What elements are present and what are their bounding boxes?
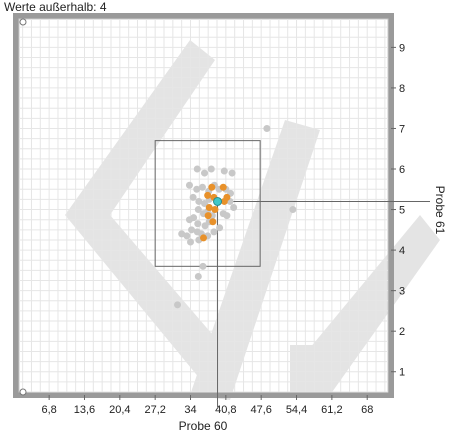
data-point-highlighted xyxy=(209,218,217,226)
data-point-background xyxy=(194,220,202,228)
data-points xyxy=(174,124,297,309)
data-point-highlighted xyxy=(211,206,219,214)
y-tick-label: 3 xyxy=(399,286,405,298)
outside-values-label: Werte außerhalb: 4 xyxy=(4,0,107,14)
x-tick-label: 34 xyxy=(184,404,196,416)
data-point-background xyxy=(198,183,206,191)
x-tick-label: 68 xyxy=(361,404,373,416)
x-tick-label: 47,6 xyxy=(250,404,271,416)
data-point-highlighted xyxy=(204,212,212,220)
y-tick-label: 8 xyxy=(399,83,405,95)
y-axis-title: Probe 61 xyxy=(433,186,447,235)
x-tick-label: 61,2 xyxy=(321,404,342,416)
data-point-background xyxy=(201,199,209,207)
data-point-background xyxy=(194,272,202,280)
data-point-background xyxy=(230,204,238,212)
data-point-background xyxy=(187,238,195,246)
selection-layer xyxy=(154,140,430,407)
corner-handle-top-left xyxy=(19,18,27,26)
plot-outer-frame xyxy=(13,13,394,398)
data-point-background xyxy=(188,226,196,234)
data-point-highlighted xyxy=(220,197,228,205)
data-point-background xyxy=(289,206,297,214)
data-point-background xyxy=(183,232,191,240)
x-tick-label: 27,2 xyxy=(144,404,165,416)
selection-box xyxy=(154,140,261,267)
data-point-background xyxy=(263,124,271,132)
data-point-background xyxy=(194,206,202,214)
watermark-bar-lower-left xyxy=(65,215,230,385)
y-axis-ticks: 1 2 3 4 5 6 7 8 9 xyxy=(391,42,405,379)
x-axis-ticks: 6,8 13,6 20,4 27,2 34 40,8 47,6 54,4 61,2 68 xyxy=(41,395,373,416)
data-point-highlighted xyxy=(205,204,213,212)
x-tick-label: 6,8 xyxy=(41,404,56,416)
data-point-background xyxy=(210,228,218,236)
y-tick-label: 6 xyxy=(399,164,405,176)
corner-handle-bottom-left xyxy=(19,388,27,396)
data-point-background xyxy=(201,169,209,177)
data-point-highlighted xyxy=(219,183,227,191)
data-point-background xyxy=(228,169,236,177)
y-tick-label: 5 xyxy=(399,205,405,217)
data-point-background xyxy=(199,262,207,270)
data-point-background xyxy=(185,181,193,189)
watermark-bar-far-right xyxy=(300,215,440,395)
corner-handles xyxy=(19,18,27,396)
y-tick-label: 4 xyxy=(399,245,405,257)
data-point-background xyxy=(223,212,231,220)
x-tick-label: 13,6 xyxy=(74,404,95,416)
y-tick-label: 9 xyxy=(399,42,405,54)
y-tick-label: 2 xyxy=(399,326,405,338)
x-tick-label: 54,4 xyxy=(286,404,307,416)
data-point-background xyxy=(193,185,201,193)
data-point-highlighted xyxy=(208,183,216,191)
data-point-highlighted xyxy=(200,234,207,242)
grid-lines xyxy=(19,19,388,393)
data-point-selected xyxy=(213,196,223,206)
data-point-background xyxy=(193,165,201,173)
x-axis-title: Probe 60 xyxy=(179,419,228,433)
data-point-background xyxy=(189,193,197,201)
y-tick-label: 1 xyxy=(399,367,405,379)
data-point-background xyxy=(220,167,228,175)
y-tick-label: 7 xyxy=(399,123,405,135)
data-point-background xyxy=(195,197,203,205)
data-point-highlighted xyxy=(204,191,212,199)
watermark-bar-base xyxy=(290,345,330,395)
x-tick-label: 40,8 xyxy=(215,404,236,416)
data-point-background xyxy=(216,224,224,232)
data-point-background xyxy=(174,301,182,309)
data-point-background xyxy=(207,165,215,173)
x-tick-label: 20,4 xyxy=(109,404,130,416)
watermark-bar-upper xyxy=(65,40,215,215)
data-point-background xyxy=(190,214,198,222)
